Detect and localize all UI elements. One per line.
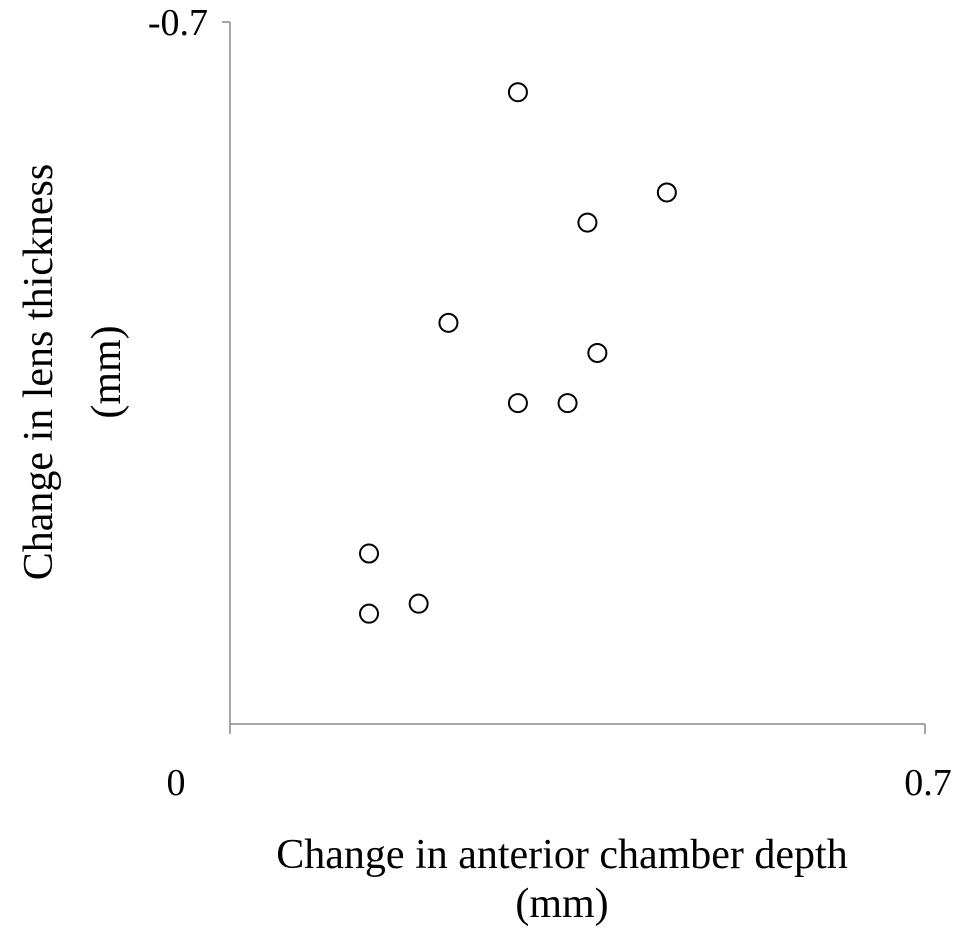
data-point [587,342,608,363]
x-axis-title-unit: (mm) [515,881,608,926]
data-point [438,312,459,333]
data-point [507,393,528,414]
y-axis-title: Change in lens thickness [16,164,62,580]
x-axis-title: Change in anterior chamber depth [276,832,847,878]
data-point [507,82,528,103]
y-tick-label: -0.7 [148,2,208,44]
x-tick-label: 0 [167,762,186,804]
data-point [557,393,578,414]
y-axis-title-unit: (mm) [84,325,130,418]
data-point [656,182,677,203]
data-points [359,82,677,624]
axes [222,21,926,734]
data-point [359,543,379,564]
x-tick-label: 0.7 [904,762,952,804]
axis-labels: -0.7 0 0.7 Change in anterior chamber depth… [16,2,952,927]
data-point [359,603,379,624]
data-point [408,593,429,614]
data-point [577,212,598,233]
